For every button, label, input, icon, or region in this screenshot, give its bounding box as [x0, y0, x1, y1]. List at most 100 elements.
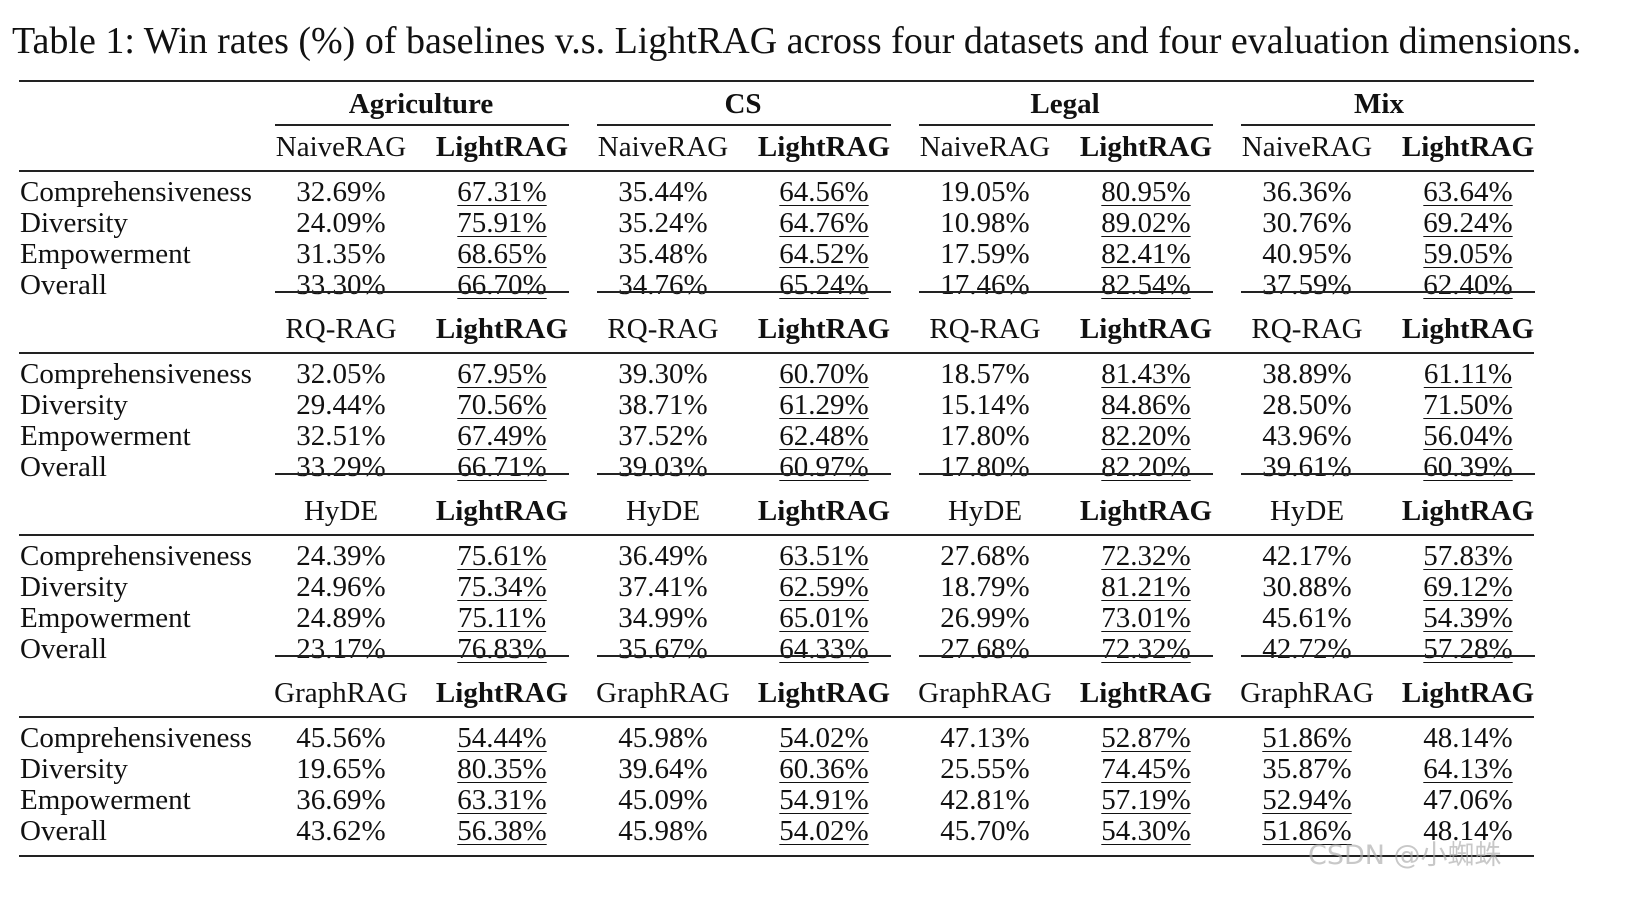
lightrag-value-0-0-1: 64.56%	[779, 176, 869, 208]
baseline-value-0-2-1: 35.48%	[618, 238, 708, 270]
lightrag-header-0-3: LightRAG	[1401, 131, 1535, 163]
lightrag-header-3-1: LightRAG	[757, 677, 891, 709]
baseline-value-2-1-2: 18.79%	[940, 571, 1030, 603]
baseline-value-0-1-1: 35.24%	[618, 207, 708, 239]
baseline-header-2-1: HyDE	[625, 495, 701, 527]
metric-label-2-0: Comprehensiveness	[20, 540, 252, 572]
baseline-separator-2-0	[275, 473, 569, 475]
baseline-value-1-1-1: 38.71%	[618, 389, 708, 421]
lightrag-header-0-0: LightRAG	[435, 131, 569, 163]
lightrag-value-2-3-3: 57.28%	[1423, 633, 1513, 665]
baseline-value-2-0-3: 42.17%	[1262, 540, 1352, 572]
metric-label-1-3: Overall	[20, 451, 107, 483]
lightrag-value-3-1-1: 60.36%	[779, 753, 869, 785]
lightrag-value-3-2-1: 54.91%	[779, 784, 869, 816]
lightrag-value-1-0-3: 61.11%	[1423, 358, 1513, 390]
baseline-separator-3-0	[275, 655, 569, 657]
lightrag-value-2-0-2: 72.32%	[1101, 540, 1191, 572]
lightrag-value-0-1-1: 64.76%	[779, 207, 869, 239]
baseline-separator-2-2	[919, 473, 1213, 475]
baseline-value-2-2-0: 24.89%	[296, 602, 386, 634]
baseline-value-2-0-1: 36.49%	[618, 540, 708, 572]
baseline-value-0-3-1: 34.76%	[618, 269, 708, 301]
lightrag-header-1-0: LightRAG	[435, 313, 569, 345]
lightrag-value-0-0-2: 80.95%	[1101, 176, 1191, 208]
dataset-header-agriculture: Agriculture	[348, 88, 494, 120]
lightrag-header-2-1: LightRAG	[757, 495, 891, 527]
lightrag-header-1-3: LightRAG	[1401, 313, 1535, 345]
block-header-rule-2	[19, 534, 1534, 536]
dataset-rule-agriculture	[275, 124, 569, 126]
baseline-value-1-2-1: 37.52%	[618, 420, 708, 452]
lightrag-value-3-2-2: 57.19%	[1101, 784, 1191, 816]
baseline-value-1-2-0: 32.51%	[296, 420, 386, 452]
lightrag-value-3-3-2: 54.30%	[1101, 815, 1191, 847]
baseline-separator-1-2	[919, 291, 1213, 293]
lightrag-value-2-3-1: 64.33%	[779, 633, 869, 665]
baseline-header-2-2: HyDE	[947, 495, 1023, 527]
baseline-value-1-0-3: 38.89%	[1262, 358, 1352, 390]
baseline-header-2-3: HyDE	[1269, 495, 1345, 527]
metric-label-2-1: Diversity	[20, 571, 128, 603]
baseline-value-0-0-3: 36.36%	[1262, 176, 1352, 208]
baseline-header-0-3: NaiveRAG	[1241, 131, 1373, 163]
baseline-header-1-3: RQ-RAG	[1251, 313, 1363, 345]
lightrag-header-0-1: LightRAG	[757, 131, 891, 163]
baseline-value-0-3-0: 33.30%	[296, 269, 386, 301]
lightrag-header-3-0: LightRAG	[435, 677, 569, 709]
dataset-header-legal: Legal	[1030, 88, 1100, 120]
lightrag-value-0-2-0: 68.65%	[457, 238, 547, 270]
metric-label-2-2: Empowerment	[20, 602, 191, 634]
lightrag-value-1-3-1: 60.97%	[779, 451, 869, 483]
lightrag-value-1-2-0: 67.49%	[457, 420, 547, 452]
baseline-value-2-2-2: 26.99%	[940, 602, 1030, 634]
baseline-value-1-0-2: 18.57%	[940, 358, 1030, 390]
baseline-value-2-3-0: 23.17%	[296, 633, 386, 665]
baseline-value-3-2-2: 42.81%	[940, 784, 1030, 816]
baseline-value-0-1-3: 30.76%	[1262, 207, 1352, 239]
lightrag-header-2-3: LightRAG	[1401, 495, 1535, 527]
metric-label-3-3: Overall	[20, 815, 107, 847]
lightrag-value-2-1-3: 69.12%	[1423, 571, 1513, 603]
metric-label-2-3: Overall	[20, 633, 107, 665]
baseline-value-1-3-1: 39.03%	[618, 451, 708, 483]
metric-label-0-1: Diversity	[20, 207, 128, 239]
baseline-value-0-3-2: 17.46%	[940, 269, 1030, 301]
baseline-value-0-1-0: 24.09%	[296, 207, 386, 239]
lightrag-value-2-1-0: 75.34%	[457, 571, 547, 603]
baseline-value-2-3-2: 27.68%	[940, 633, 1030, 665]
lightrag-value-3-0-2: 52.87%	[1101, 722, 1191, 754]
watermark-text: CSDN @小蜘蛛	[1308, 840, 1502, 871]
baseline-value-3-0-3: 51.86%	[1262, 722, 1352, 754]
metric-label-3-2: Empowerment	[20, 784, 191, 816]
baseline-value-3-1-3: 35.87%	[1262, 753, 1352, 785]
lightrag-value-0-0-0: 67.31%	[457, 176, 547, 208]
dataset-header-cs: CS	[724, 88, 762, 120]
baseline-value-1-1-2: 15.14%	[940, 389, 1030, 421]
baseline-separator-2-1	[597, 473, 891, 475]
metric-label-1-0: Comprehensiveness	[20, 358, 252, 390]
baseline-value-0-1-2: 10.98%	[940, 207, 1030, 239]
baseline-value-0-3-3: 37.59%	[1262, 269, 1352, 301]
lightrag-value-3-2-0: 63.31%	[457, 784, 547, 816]
lightrag-header-0-2: LightRAG	[1079, 131, 1213, 163]
baseline-value-3-1-2: 25.55%	[940, 753, 1030, 785]
lightrag-value-3-0-1: 54.02%	[779, 722, 869, 754]
baseline-value-1-1-0: 29.44%	[296, 389, 386, 421]
lightrag-value-2-0-3: 57.83%	[1423, 540, 1513, 572]
metric-label-3-0: Comprehensiveness	[20, 722, 252, 754]
lightrag-value-0-2-2: 82.41%	[1101, 238, 1191, 270]
baseline-value-0-2-3: 40.95%	[1262, 238, 1352, 270]
lightrag-value-1-0-2: 81.43%	[1101, 358, 1191, 390]
lightrag-value-2-2-2: 73.01%	[1101, 602, 1191, 634]
baseline-value-2-2-3: 45.61%	[1262, 602, 1352, 634]
dataset-rule-legal	[919, 124, 1213, 126]
baseline-value-1-0-1: 39.30%	[618, 358, 708, 390]
lightrag-value-1-1-2: 84.86%	[1101, 389, 1191, 421]
lightrag-value-3-3-1: 54.02%	[779, 815, 869, 847]
lightrag-value-2-2-0: 75.11%	[457, 602, 547, 634]
baseline-value-1-3-0: 33.29%	[296, 451, 386, 483]
lightrag-value-3-0-3: 48.14%	[1423, 722, 1513, 754]
lightrag-header-2-0: LightRAG	[435, 495, 569, 527]
